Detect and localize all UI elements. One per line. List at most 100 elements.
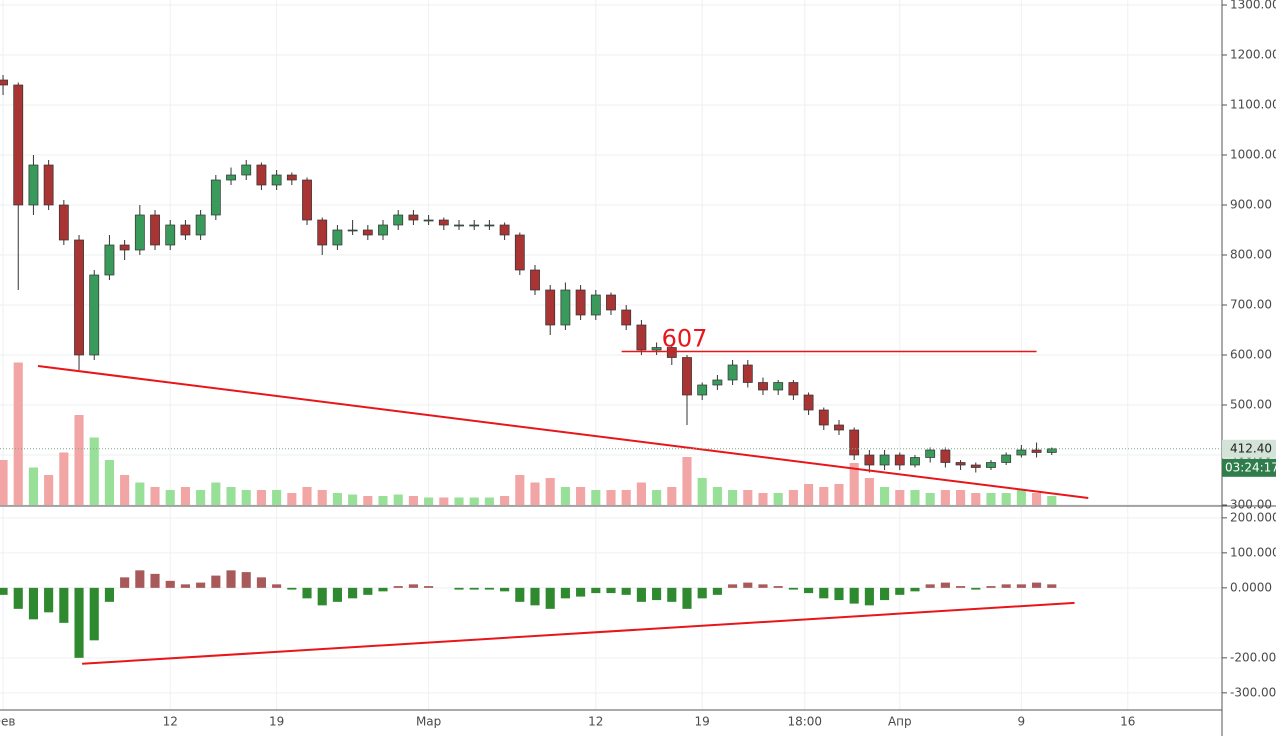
volume-bar [211,482,221,505]
candle-body [788,382,799,396]
y-tick-label: 0.0000 [1230,580,1272,594]
candle-body [1031,449,1042,453]
volume-bar [1001,493,1011,505]
x-tick-label: Апр [888,715,912,729]
volume-bar [834,484,844,505]
volume-bar [348,494,358,505]
volume-bar [484,497,494,505]
y-tick-label: 200.000 [1230,510,1276,524]
candle-body [13,84,24,206]
x-tick-label: 12 [163,715,178,729]
y-tick-label: 1000.00 [1230,148,1276,162]
y-tick-label: 700.00 [1230,298,1272,312]
candle-body [803,394,814,411]
volume-bar [44,475,54,505]
volume-bar [728,490,738,505]
volume-bar [849,463,859,505]
candle-body [651,347,662,351]
oscillator-bar [880,587,890,601]
volume-bar [880,487,890,505]
oscillator-bar [363,587,373,595]
oscillator-bar [44,587,54,613]
trend-line [37,365,1089,499]
volume-bar [956,490,966,505]
candle-body [499,224,510,236]
plot [0,75,1057,658]
volume-bar [925,493,935,505]
candle-body [727,364,738,381]
oscillator-bar [13,587,23,609]
candle-body [986,462,996,468]
oscillator-bar [652,587,662,601]
oscillator-bar [226,570,236,588]
y-tick-label: 1300.00 [1230,0,1276,12]
oscillator-bar [393,586,403,588]
candle-body [910,457,920,466]
candle-body [636,324,647,351]
y-tick-label: 900.00 [1230,198,1272,212]
oscillator-bar [636,587,646,602]
oscillator-bar [135,570,145,588]
candle-body [469,224,480,227]
volume-bar [363,496,373,505]
oscillator-bar [256,577,266,588]
volume-bar [636,482,646,505]
y-tick-label: 800.00 [1230,248,1272,262]
oscillator-bar [196,582,206,588]
volume-bar [1032,493,1042,505]
oscillator-bar [667,587,677,602]
candle-body [742,364,753,383]
oscillator-bar [621,587,631,595]
last-price-box [1222,439,1276,458]
oscillator-bar [986,586,996,588]
x-tick-label: 18:00 [787,715,822,729]
volume-bar [165,490,175,505]
candle-body [332,229,343,246]
volume-bar [743,490,753,505]
oscillator-bar [74,587,84,658]
volume-bar [667,487,677,505]
candle-body [1001,454,1012,463]
candle-body [241,164,252,176]
last-price-label: 412.40 [1230,441,1272,455]
oscillator-bar [469,587,479,590]
oscillator-bar [28,587,38,620]
volume-bar [940,490,950,505]
oscillator-bar [560,587,570,599]
volume-bar [560,487,570,505]
oscillator-bar [287,587,297,590]
oscillator-bar [120,577,130,588]
volume-bar [226,487,236,505]
candle-body [286,174,297,181]
volume-bar [788,490,798,505]
oscillator-bar [348,587,358,599]
volume-bar [287,493,297,505]
volume-bar [545,478,555,505]
candle-body [606,294,616,311]
oscillator-bar [773,586,783,588]
volume-bar [180,487,190,505]
candle-body [150,214,160,246]
candle-body [423,219,434,222]
oscillator-bar [211,575,221,588]
volume-bar [804,484,814,505]
candle-body [970,464,981,468]
volume-bar [332,493,342,505]
volume-bar [895,490,905,505]
volume-bar [576,487,586,505]
oscillator-bar [697,587,707,599]
volume-bar [196,490,206,505]
oscillator-bar [515,587,525,602]
volume-bar [591,490,601,505]
volume-bar [971,493,981,505]
candle-body [165,224,176,246]
candle-body [621,309,632,326]
oscillator-bar [971,587,981,590]
oscillator-bar [89,587,99,641]
y-tick-label: -300.00 [1230,685,1276,699]
volume-bar [120,475,130,505]
y-tick-label: 500.00 [1230,398,1272,412]
oscillator-bar [150,573,160,588]
volume-bar [864,478,874,505]
